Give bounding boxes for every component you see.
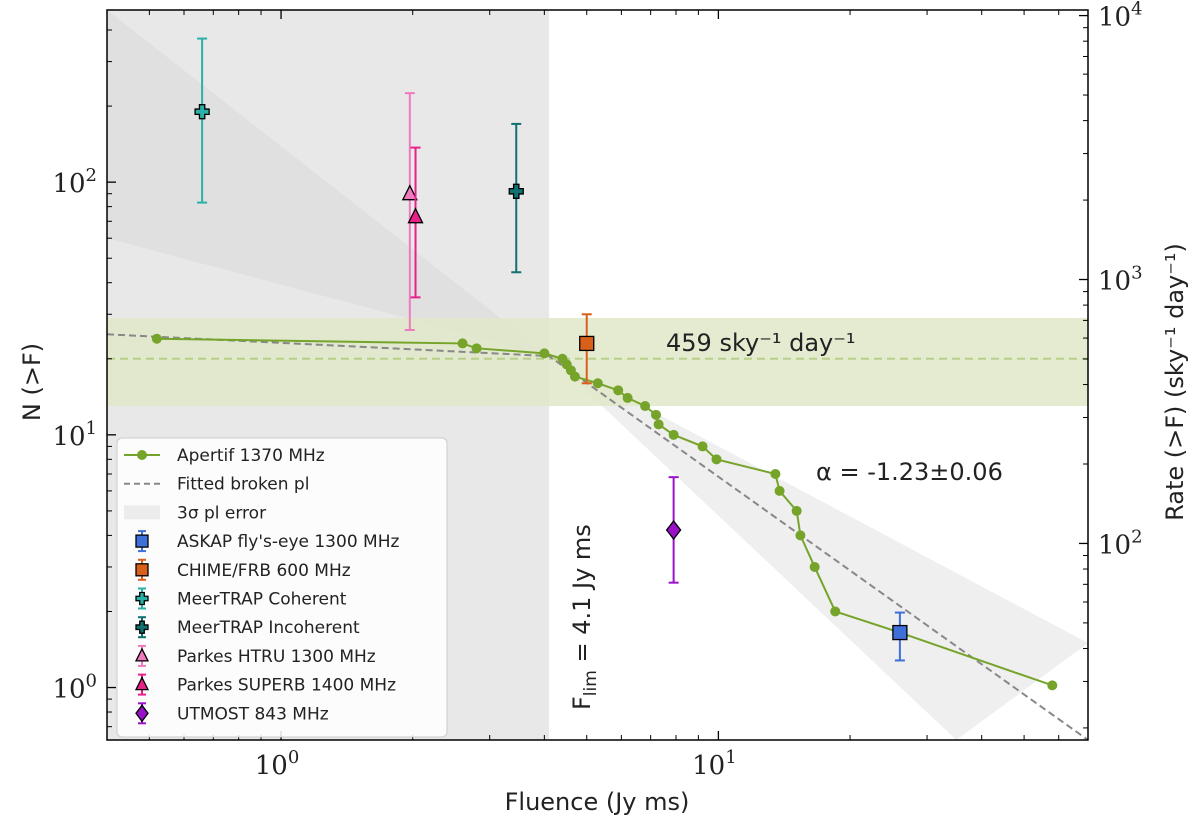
apertif-point-15 [697, 441, 708, 452]
tick-exponent: 4 [1131, 0, 1142, 20]
tick-exponent: 0 [86, 671, 97, 692]
legend-swatch-marker [135, 704, 149, 723]
apertif-point-7 [569, 371, 580, 382]
tick-base: 10 [1098, 3, 1131, 33]
apertif-point-17 [770, 468, 781, 479]
legend-swatch-patch [124, 505, 160, 520]
series-5-point-0 [401, 184, 418, 201]
series-6-point-0 [407, 207, 424, 224]
apertif-point-22 [830, 606, 841, 617]
tick-base: 10 [255, 751, 288, 781]
apertif-point-9 [613, 385, 624, 396]
fit-line [106, 333, 1089, 741]
tick-exponent: 0 [288, 747, 299, 768]
legend-box [116, 437, 448, 738]
tick-exponent: 1 [86, 418, 97, 439]
legend-swatch-marker [134, 676, 150, 691]
flim-annotation: Flim = 4.1 Jy ms [568, 524, 601, 710]
right-y-tick-label-2: 104 [1098, 0, 1143, 33]
legend-item-5: MeerTRAP Coherent [135, 587, 347, 610]
tick-exponent: 1 [725, 747, 736, 768]
legend-label: MeerTRAP Incoherent [177, 618, 360, 638]
legend-item-4: CHIME/FRB 600 MHz [135, 558, 351, 581]
tick-exponent: 3 [1131, 263, 1142, 284]
legend-swatch-marker [135, 591, 149, 606]
plot-frame [106, 9, 1089, 741]
x-axis-label: Fluence (Jy ms) [505, 788, 690, 816]
series-1-point-0 [892, 624, 908, 641]
x-tick-label-1: 101 [692, 747, 737, 781]
apertif-point-18 [774, 485, 785, 496]
apertif-point-12 [650, 409, 661, 420]
legend-item-3: ASKAP fly's-eye 1300 MHz [135, 530, 399, 553]
series-7-point-0 [665, 519, 682, 541]
right-y-tick-label-0: 102 [1098, 526, 1143, 560]
fit-error-region [107, 10, 1088, 740]
legend-label: Fitted broken pl [177, 475, 309, 495]
apertif-point-19 [791, 505, 802, 516]
legend-item-6: MeerTRAP Incoherent [135, 616, 360, 639]
apertif-point-8 [592, 378, 603, 389]
legend-swatch-marker [135, 563, 149, 577]
apertif-point-2 [471, 343, 482, 354]
apertif-point-10 [622, 392, 633, 403]
rate-annotation: 459 sky⁻¹ day⁻¹ [666, 329, 856, 357]
legend-label: Parkes HTRU 1300 MHz [177, 647, 376, 667]
legend-label: MeerTRAP Coherent [177, 590, 347, 610]
y-tick-label-1: 101 [52, 418, 97, 452]
legend-swatch-marker [135, 620, 149, 634]
apertif-point-20 [795, 530, 806, 541]
tick-base: 10 [1098, 267, 1131, 297]
y-axis-label: N (>F) [18, 343, 46, 421]
right-y-tick-label-1: 103 [1098, 263, 1143, 297]
tick-base: 10 [52, 169, 85, 199]
flim-value: = 4.1 Jy ms [568, 524, 596, 670]
tick-exponent: 2 [86, 165, 97, 186]
x-tick-label-0: 100 [255, 747, 300, 781]
legend-label: UTMOST 843 MHz [177, 704, 329, 724]
legend-item-7: Parkes HTRU 1300 MHz [134, 644, 376, 667]
legend-swatch-marker [135, 534, 149, 548]
legend-label: CHIME/FRB 600 MHz [177, 561, 351, 581]
apertif-point-13 [653, 419, 664, 430]
legend-label: Parkes SUPERB 1400 MHz [177, 676, 396, 696]
apertif-point-11 [640, 401, 651, 412]
legend-label: Apertif 1370 MHz [177, 446, 325, 466]
flim-subscript: lim [581, 670, 601, 696]
apertif-point-14 [668, 429, 679, 440]
legend-swatch-marker [134, 647, 150, 662]
series-4-point-0 [508, 183, 524, 199]
tick-base: 10 [52, 422, 85, 452]
y-tick-label-0: 100 [52, 671, 97, 705]
right-y-axis-label: Rate (>F) (sky⁻¹ day⁻¹) [1161, 243, 1189, 521]
legend-item-8: Parkes SUPERB 1400 MHz [134, 673, 396, 696]
apertif-point-21 [809, 561, 820, 572]
legend-swatch-dot [137, 450, 147, 460]
legend-label: 3σ pl error [177, 503, 266, 523]
apertif-point-16 [711, 454, 722, 465]
legend-item-1: Fitted broken pl [124, 475, 309, 495]
tick-base: 10 [692, 751, 725, 781]
legend-label: ASKAP fly's-eye 1300 MHz [177, 532, 399, 552]
apertif-point-3 [539, 348, 550, 359]
series-2-point-0 [579, 335, 595, 352]
apertif-point-0 [151, 333, 162, 344]
rate-band [107, 317, 1088, 407]
series-3-point-0 [194, 104, 210, 120]
tick-exponent: 2 [1131, 526, 1142, 547]
alpha-annotation: α = -1.23±0.06 [816, 458, 1003, 486]
legend-item-2: 3σ pl error [124, 503, 266, 523]
legend-item-0: Apertif 1370 MHz [124, 446, 325, 466]
flim-symbol: F [568, 696, 596, 710]
apertif-point-1 [457, 338, 468, 349]
apertif-point-24 [1047, 680, 1058, 691]
tick-base: 10 [1098, 530, 1131, 560]
tick-base: 10 [52, 675, 85, 705]
y-tick-label-2: 102 [52, 165, 97, 199]
legend-item-9: UTMOST 843 MHz [135, 702, 329, 725]
